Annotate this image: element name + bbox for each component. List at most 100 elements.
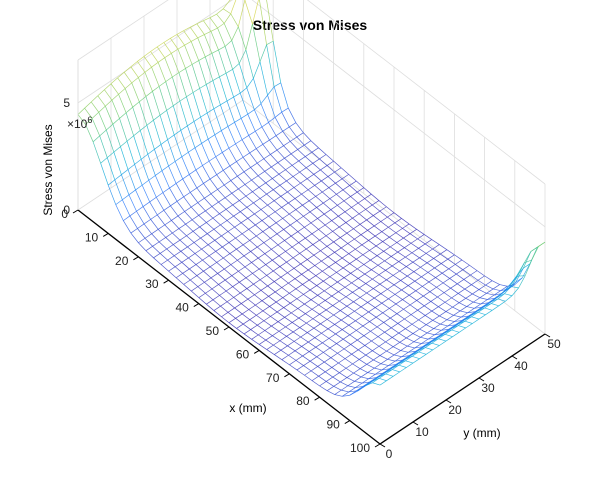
mesh-segment (288, 282, 297, 290)
mesh-segment (292, 327, 300, 333)
mesh-segment (382, 312, 391, 319)
mesh-segment (338, 211, 346, 217)
mesh-segment (253, 279, 261, 285)
mesh-segment (325, 305, 333, 311)
mesh-segment (204, 193, 212, 199)
mesh-segment (203, 178, 211, 184)
mesh-segment (281, 282, 289, 288)
mesh-segment (387, 216, 396, 224)
mesh-segment (225, 209, 234, 217)
mesh-segment (384, 331, 393, 338)
mesh-segment (176, 196, 184, 202)
mesh-segment (174, 161, 184, 180)
mesh-segment (404, 318, 413, 325)
mesh-segment (250, 251, 259, 259)
mesh-segment (274, 196, 281, 202)
mesh-segment (261, 126, 270, 141)
mesh-segment (441, 258, 448, 264)
mesh-segment (168, 165, 177, 184)
mesh-segment (478, 284, 486, 290)
mesh-segment (379, 206, 387, 212)
mesh-segment (379, 380, 387, 386)
mesh-segment (476, 306, 484, 312)
mesh-segment (375, 241, 383, 247)
mesh-segment (418, 315, 426, 321)
mesh-segment (460, 310, 468, 314)
mesh-segment (258, 187, 267, 195)
y-tick-label: 10 (415, 425, 429, 439)
mesh-segment (247, 294, 255, 300)
mesh-segment (227, 126, 236, 145)
mesh-segment (289, 292, 298, 300)
mesh-segment (330, 286, 339, 292)
mesh-segment (340, 381, 349, 387)
mesh-segment (212, 80, 221, 105)
mesh-segment (259, 0, 267, 45)
mesh-segment (256, 231, 264, 237)
mesh-segment (395, 303, 404, 310)
mesh-segment (187, 246, 196, 254)
mesh-segment (390, 246, 398, 253)
mesh-segment (372, 274, 380, 280)
mesh-segment (157, 229, 167, 238)
mesh-segment (391, 363, 399, 369)
x-tick-mark (133, 256, 139, 261)
mesh-segment (309, 289, 318, 296)
mesh-segment (185, 223, 194, 232)
mesh-segment (447, 321, 455, 327)
mesh-segment (117, 77, 126, 89)
mesh-segment (407, 345, 415, 349)
mesh-segment (141, 179, 149, 186)
mesh-segment (477, 312, 486, 316)
x-tick-mark (163, 279, 169, 284)
mesh-segment (160, 259, 168, 265)
mesh-segment (219, 213, 228, 221)
mesh-segment (321, 176, 329, 182)
mesh-segment (365, 209, 374, 216)
mesh-segment (202, 255, 210, 261)
mesh-segment (308, 275, 316, 281)
mesh-segment (277, 316, 285, 322)
mesh-segment (385, 270, 394, 276)
mesh-segment (399, 266, 407, 272)
mesh-segment (368, 377, 377, 380)
mesh-segment (276, 145, 284, 151)
mesh-segment (363, 335, 372, 342)
mesh-segment (252, 23, 261, 62)
mesh-segment (234, 222, 242, 228)
mesh-segment (387, 358, 396, 362)
mesh-segment (465, 298, 474, 303)
mesh-segment (218, 279, 226, 285)
mesh-segment (222, 170, 232, 181)
mesh-segment (278, 330, 287, 337)
z-tick-label: 5 (63, 96, 70, 110)
mesh-segment (150, 46, 158, 52)
mesh-segment (380, 293, 389, 300)
mesh-segment (283, 307, 292, 314)
mesh-segment (319, 385, 328, 392)
mesh-segment (228, 143, 236, 149)
mesh-segment (306, 178, 315, 186)
mesh-segment (267, 86, 275, 96)
mesh-segment (458, 320, 466, 326)
mesh-segment (166, 248, 175, 256)
mesh-segment (259, 44, 267, 62)
mesh-segment (299, 327, 308, 333)
mesh-segment (441, 272, 450, 279)
mesh-segment (325, 235, 334, 243)
mesh-segment (438, 338, 447, 342)
mesh-segment (442, 278, 450, 284)
mesh-segment (404, 354, 412, 360)
mesh-segment (322, 191, 331, 199)
mesh-segment (324, 209, 331, 215)
mesh-segment (381, 231, 390, 238)
mesh-segment (388, 364, 397, 366)
mesh-segment (191, 286, 199, 292)
mesh-segment (297, 149, 306, 157)
mesh-segment (306, 322, 315, 329)
mesh-segment (164, 57, 173, 78)
mesh-segment (140, 124, 148, 131)
mesh-segment (171, 215, 179, 221)
mesh-segment (120, 146, 129, 170)
mesh-segment (319, 309, 327, 315)
